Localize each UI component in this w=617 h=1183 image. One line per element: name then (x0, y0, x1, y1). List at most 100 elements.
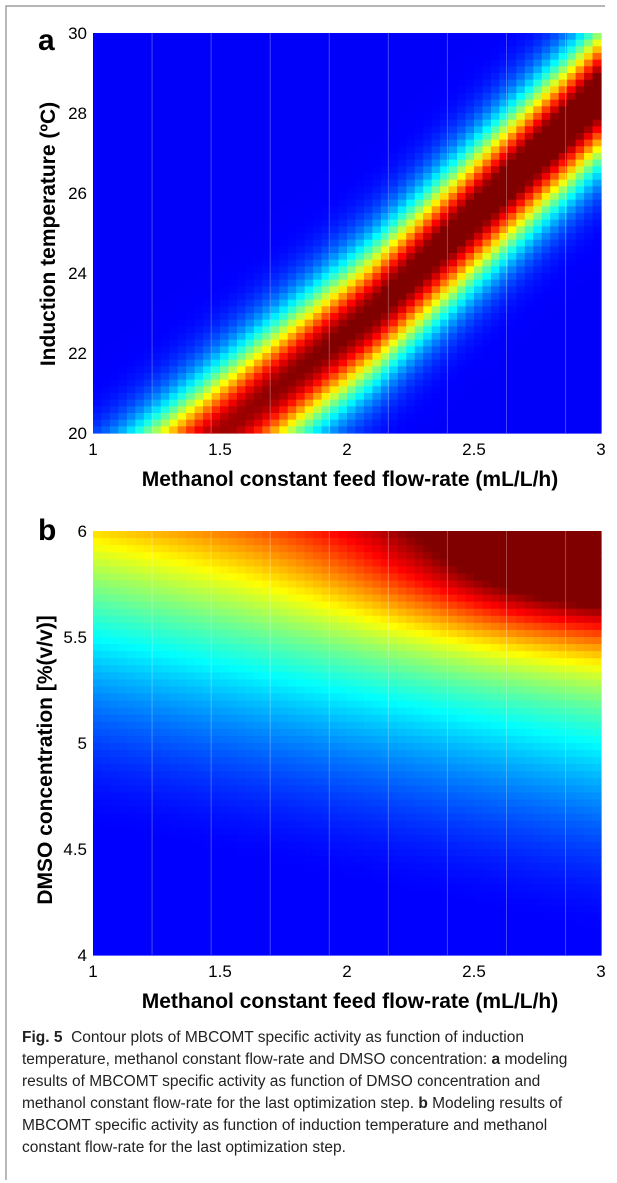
x-tick-label: 3 (596, 440, 605, 459)
heatmap-cell (363, 213, 373, 221)
heatmap-cell (245, 219, 255, 227)
heatmap-cell (169, 721, 179, 730)
heatmap-cell (186, 912, 196, 921)
heatmap-cell (440, 326, 450, 334)
heatmap-cell (135, 199, 145, 207)
heatmap-cell (592, 126, 602, 134)
heatmap-cell (236, 266, 246, 274)
heatmap-cell (152, 728, 162, 737)
heatmap-cell (397, 393, 407, 401)
heatmap-cell (101, 926, 111, 935)
heatmap-cell (245, 919, 255, 928)
heatmap-cell (126, 700, 136, 709)
heatmap-cell (516, 213, 526, 221)
heatmap-cell (245, 119, 255, 127)
heatmap-cell (211, 686, 221, 695)
heatmap-cell (228, 721, 238, 730)
heatmap-cell (211, 286, 221, 294)
heatmap-cell (330, 193, 340, 201)
heatmap-cell (236, 359, 246, 367)
heatmap-cell (101, 313, 111, 321)
heatmap-cell (236, 686, 246, 695)
heatmap-cell (347, 226, 357, 234)
heatmap-cell (135, 707, 145, 716)
heatmap-cell (101, 279, 111, 287)
heatmap-cell (533, 139, 543, 147)
heatmap-cell (592, 219, 602, 227)
heatmap-cell (186, 672, 196, 680)
heatmap-cell (93, 246, 103, 254)
heatmap-cell (135, 339, 145, 347)
heatmap-cell (270, 393, 280, 401)
heatmap-cell (109, 339, 119, 347)
heatmap-cell (236, 99, 246, 107)
heatmap-cell (253, 615, 263, 624)
heatmap-cell (236, 750, 246, 758)
heatmap-cell (228, 379, 238, 387)
heatmap-cell (143, 827, 153, 836)
heatmap-cell (347, 306, 357, 314)
heatmap-cell (220, 884, 230, 892)
heatmap-cell (135, 644, 145, 652)
heatmap-cell (194, 806, 204, 815)
heatmap-cell (93, 743, 103, 751)
heatmap-cell (533, 113, 543, 121)
heatmap-cell (270, 940, 280, 949)
heatmap-cell (101, 707, 111, 716)
heatmap-cell (457, 179, 467, 187)
heatmap-cell (152, 346, 162, 354)
heatmap-cell (194, 538, 204, 546)
heatmap-cell (203, 877, 213, 885)
heatmap-cell (524, 219, 534, 227)
heatmap-cell (160, 545, 170, 553)
heatmap-cell (363, 133, 373, 141)
heatmap-cell (211, 757, 221, 765)
heatmap-cell (321, 326, 331, 334)
heatmap-cell (592, 213, 602, 221)
heatmap-cell (160, 813, 170, 822)
heatmap-cell (109, 601, 119, 610)
heatmap-cell (228, 792, 238, 801)
heatmap-cell (279, 679, 289, 688)
heatmap-cell (575, 406, 585, 414)
heatmap-cell (160, 239, 170, 247)
heatmap-cell (321, 286, 331, 294)
heatmap-cell (389, 266, 399, 274)
heatmap-cell (321, 306, 331, 314)
heatmap-cell (321, 246, 331, 254)
heatmap-cell (474, 193, 484, 201)
heatmap-cell (194, 891, 204, 900)
heatmap-cell (330, 273, 340, 281)
heatmap-cell (389, 393, 399, 401)
heatmap-cell (279, 792, 289, 801)
heatmap-cell (550, 199, 560, 207)
heatmap-cell (507, 173, 517, 181)
heatmap-cell (109, 159, 119, 167)
heatmap-cell (279, 239, 289, 247)
heatmap-cell (152, 644, 162, 652)
heatmap-cell (245, 863, 255, 871)
heatmap-cell (169, 870, 179, 878)
heatmap-cell (296, 139, 306, 147)
heatmap-cell (567, 199, 577, 207)
heatmap-cell (135, 693, 145, 702)
heatmap-cell (253, 721, 263, 730)
heatmap-cell (457, 259, 467, 267)
heatmap-cell (431, 339, 441, 347)
heatmap-cell (313, 173, 323, 181)
heatmap-cell (457, 346, 467, 354)
heatmap-cell (253, 735, 263, 744)
heatmap-cell (203, 379, 213, 387)
heatmap-cell (186, 313, 196, 321)
heatmap-cell (431, 133, 441, 141)
heatmap-cell (516, 293, 526, 301)
heatmap-cell (143, 253, 153, 261)
heatmap-cell (135, 905, 145, 914)
heatmap-cell (397, 33, 407, 41)
heatmap-cell (380, 113, 390, 121)
heatmap-cell (347, 259, 357, 267)
heatmap-cell (253, 239, 263, 247)
heatmap-cell (245, 253, 255, 261)
heatmap-cell (338, 326, 348, 334)
heatmap-cell (203, 799, 213, 808)
